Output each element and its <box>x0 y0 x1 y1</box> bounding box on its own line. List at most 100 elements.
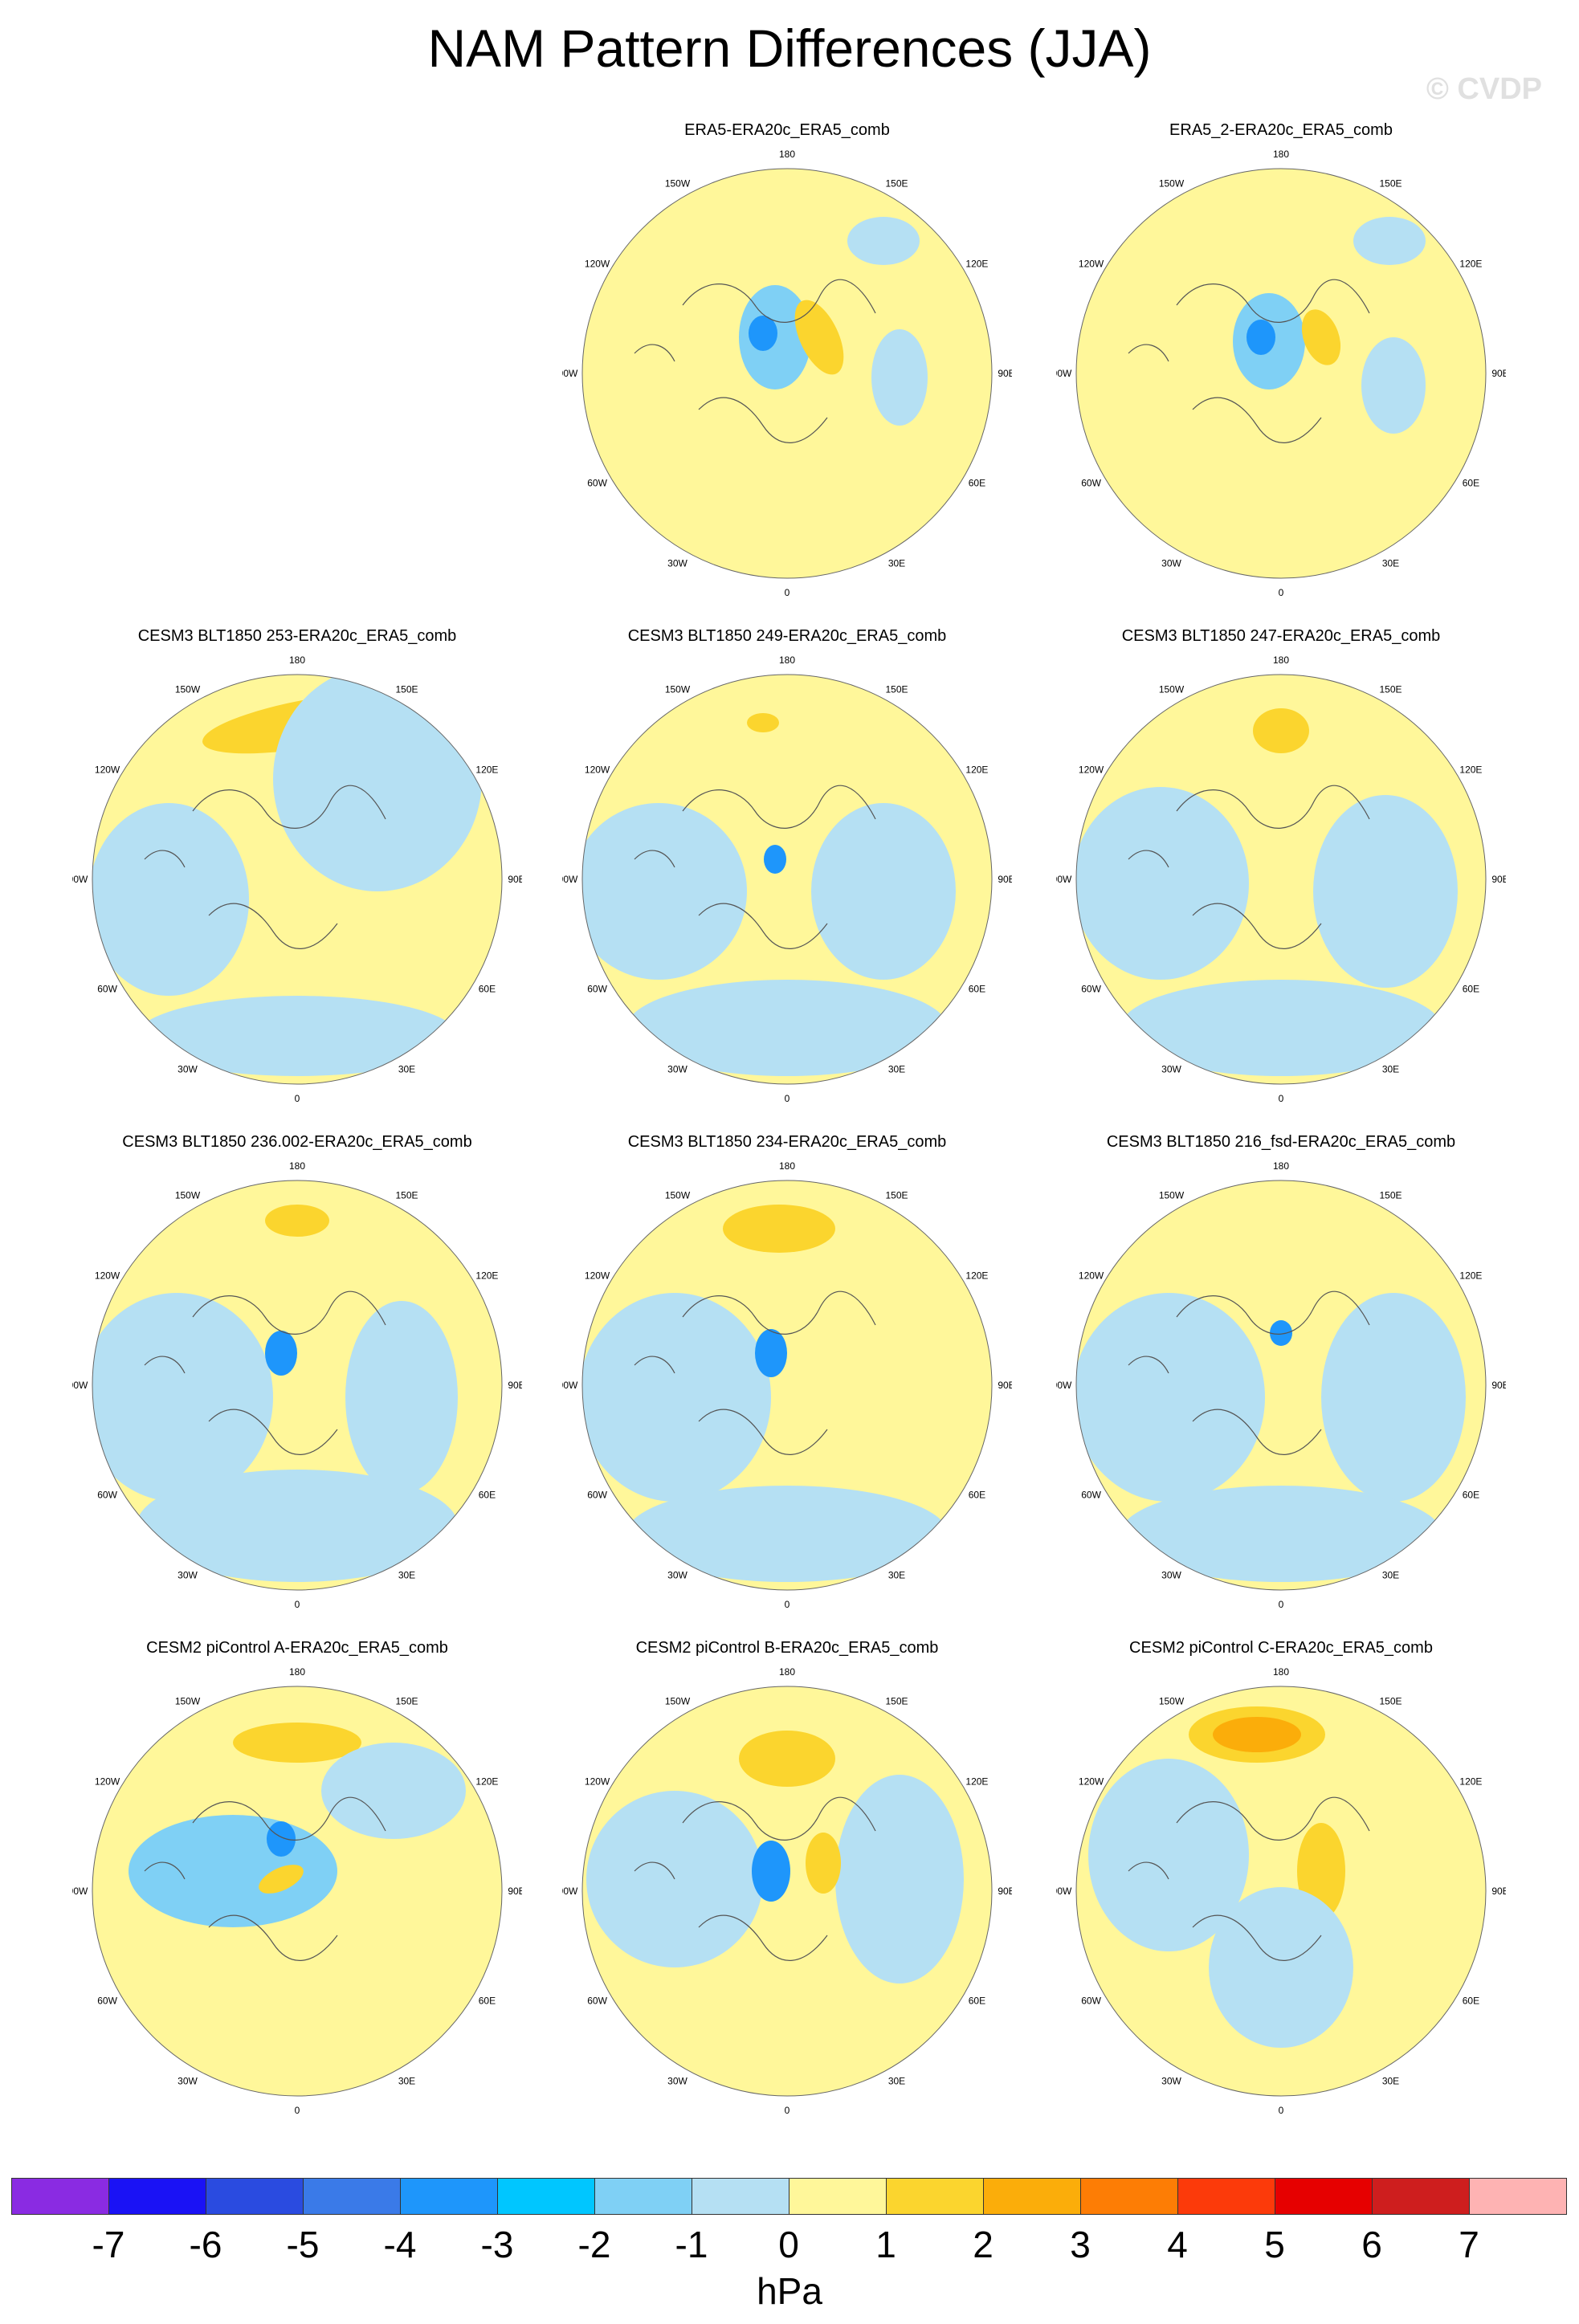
anomaly-contour-region <box>265 1205 329 1237</box>
longitude-label: 180 <box>779 149 795 160</box>
colorbar-swatch <box>789 2178 887 2215</box>
map-panel: CESM3 BLT1850 216_fsd-ERA20c_ERA5_comb 18… <box>1056 1132 1506 1630</box>
longitude-label: 90W <box>562 1886 578 1897</box>
longitude-label: 120E <box>965 1776 988 1788</box>
longitude-label: 30W <box>667 557 687 569</box>
longitude-label: 90W <box>562 368 578 379</box>
anomaly-contour-region <box>1313 795 1458 988</box>
longitude-label: 30W <box>667 1569 687 1580</box>
coastline <box>634 1290 876 1455</box>
anomaly-contour-region <box>267 1821 296 1857</box>
map-boundary <box>92 674 503 1085</box>
anomaly-contour-region <box>806 1833 841 1894</box>
longitude-label: 30E <box>398 1569 415 1580</box>
longitude-label: 0 <box>785 2105 790 2116</box>
map-boundary <box>1075 168 1487 579</box>
panel-title: CESM3 BLT1850 249-ERA20c_ERA5_comb <box>627 627 947 645</box>
polar-stereo-map: 180 150E 120E 90E 60E 30E 0 30W 60W 90W 120W 150W <box>562 1666 1012 2116</box>
longitude-label: 120W <box>1079 764 1104 776</box>
map-panel: CESM3 BLT1850 253-ERA20c_ERA5_comb 180 150… <box>72 626 522 1124</box>
colorbar-swatch <box>692 2178 790 2215</box>
longitude-label: 30W <box>1161 1063 1181 1074</box>
longitude-label: 150E <box>885 178 908 190</box>
longitude-label: 30W <box>1161 1569 1181 1580</box>
longitude-label: 90E <box>998 874 1012 885</box>
longitude-label: 150W <box>665 178 691 190</box>
longitude-label: 90W <box>1056 1380 1072 1391</box>
longitude-label: 30E <box>1382 1569 1399 1580</box>
figure-title: NAM Pattern Differences (JJA) <box>427 18 1152 78</box>
longitude-label: 60E <box>1463 1490 1479 1501</box>
map-boundary <box>581 1180 993 1591</box>
colorbar-tick-label: -1 <box>675 2224 708 2265</box>
longitude-label: 150W <box>1159 1696 1185 1707</box>
panel-title: CESM3 BLT1850 234-ERA20c_ERA5_comb <box>627 1133 947 1151</box>
anomaly-contour-region <box>739 1731 835 1787</box>
longitude-label: 90E <box>1491 1380 1506 1391</box>
longitude-label: 60W <box>587 478 607 489</box>
longitude-label: 30W <box>667 1063 687 1074</box>
longitude-label: 60E <box>479 1996 496 2007</box>
anomaly-contour-region <box>871 329 928 426</box>
longitude-label: 150E <box>885 1696 908 1707</box>
anomaly-contour-region <box>92 803 249 996</box>
colorbar-swatch <box>886 2178 984 2215</box>
colorbar-tick-label: 3 <box>1070 2224 1091 2265</box>
longitude-label: 150E <box>1379 684 1402 695</box>
longitude-label: 60E <box>969 1490 985 1501</box>
longitude-label: 150W <box>175 1190 201 1201</box>
longitude-label: 150W <box>1159 1190 1185 1201</box>
map-boundary <box>1075 674 1487 1085</box>
longitude-label: 150E <box>395 1190 418 1201</box>
colorbar-tick-label: 7 <box>1459 2224 1479 2265</box>
coastline <box>144 785 386 949</box>
longitude-label: 90W <box>562 1380 578 1391</box>
longitude-label: 60W <box>587 1996 607 2007</box>
longitude-label: 180 <box>289 1160 305 1172</box>
longitude-label: 60W <box>1081 1996 1101 2007</box>
anomaly-contour-region <box>259 1865 304 1894</box>
longitude-label: 180 <box>1273 1160 1289 1172</box>
longitude-label: 150E <box>1379 178 1402 190</box>
longitude-label: 120E <box>475 764 498 776</box>
colorbar-tick-label: -4 <box>383 2224 417 2265</box>
longitude-label: 90W <box>1056 1886 1072 1897</box>
longitude-label: 150E <box>885 684 908 695</box>
longitude-label: 90E <box>508 1886 522 1897</box>
longitude-label: 30E <box>1382 557 1399 569</box>
longitude-label: 90E <box>998 368 1012 379</box>
anomaly-contour-region <box>265 1331 297 1376</box>
anomaly-contour-region <box>1076 1293 1265 1502</box>
longitude-label: 30W <box>177 2075 198 2086</box>
longitude-label: 120W <box>95 1776 120 1788</box>
longitude-label: 120E <box>1459 259 1482 270</box>
polar-stereo-map: 180 150E 120E 90E 60E 30E 0 30W 60W 90W 120W 150W <box>72 1666 522 2116</box>
longitude-label: 0 <box>295 1093 300 1104</box>
anomaly-contour-region <box>129 1815 337 1927</box>
longitude-label: 60E <box>1463 1996 1479 2007</box>
anomaly-contour-region <box>1361 337 1426 434</box>
longitude-label: 60W <box>1081 984 1101 995</box>
anomaly-contour-region <box>1270 1320 1292 1346</box>
anomaly-contour-region <box>811 803 956 980</box>
longitude-label: 120E <box>965 764 988 776</box>
longitude-label: 90E <box>998 1886 1012 1897</box>
map-boundary <box>581 1686 993 2097</box>
map-panel: CESM2 piControl A-ERA20c_ERA5_comb 180 150… <box>72 1638 522 2136</box>
longitude-label: 90E <box>998 1380 1012 1391</box>
longitude-label: 30W <box>1161 557 1181 569</box>
panel-title: CESM2 piControl B-ERA20c_ERA5_comb <box>635 1639 939 1657</box>
anomaly-contour-region <box>749 316 777 351</box>
anomaly-contour-region <box>835 1775 964 1984</box>
longitude-label: 120W <box>1079 1776 1104 1788</box>
longitude-label: 30W <box>177 1063 198 1074</box>
longitude-label: 30E <box>398 2075 415 2086</box>
longitude-label: 90W <box>1056 368 1072 379</box>
anomaly-contour-region <box>1213 1717 1301 1752</box>
map-panel: CESM3 BLT1850 236.002-ERA20c_ERA5_comb 18… <box>72 1132 522 1630</box>
coastline <box>144 1796 386 1961</box>
anomaly-contour-region <box>1253 708 1309 753</box>
colorbar-swatch <box>594 2178 692 2215</box>
coastline <box>1128 279 1370 443</box>
longitude-label: 180 <box>1273 1666 1289 1678</box>
